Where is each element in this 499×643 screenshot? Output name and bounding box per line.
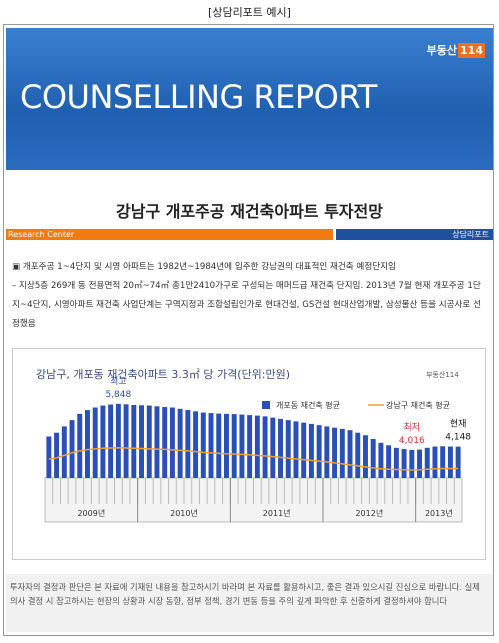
report-header (6, 28, 493, 170)
bar (378, 442, 384, 478)
bar (123, 404, 129, 478)
bar (224, 413, 229, 478)
annotation-title: 최고 (110, 376, 127, 387)
bar (77, 413, 83, 478)
bar (270, 417, 276, 478)
bar (216, 413, 222, 478)
bar (131, 405, 137, 478)
bar (308, 423, 314, 478)
bar (54, 432, 60, 478)
legend-label: 강남구 재건축 평균 (386, 400, 450, 410)
bar (85, 410, 90, 478)
bar (355, 432, 361, 478)
bar (301, 422, 307, 478)
bar (247, 415, 253, 478)
year-label: 2013년 (425, 508, 453, 518)
bar (200, 412, 206, 478)
annotation-title: 현재 (450, 419, 467, 430)
logo: 부동산 114 (427, 42, 485, 58)
bar (162, 407, 168, 478)
bar (417, 449, 422, 478)
bar (139, 405, 144, 478)
bar (231, 414, 237, 478)
bar (432, 446, 438, 478)
bar (262, 416, 268, 478)
bar (92, 407, 98, 478)
legend-swatch (262, 401, 270, 409)
bar (61, 426, 67, 478)
bar (285, 420, 291, 478)
bar (370, 439, 376, 478)
report-body: ▣ 개포주공 1~4단지 및 시영 아파트는 1982년~1984년에 입주한 … (12, 258, 488, 334)
paragraph: ▣ 개포주공 1~4단지 및 시영 아파트는 1982년~1984년에 입주한 … (12, 262, 396, 272)
bar (393, 447, 399, 478)
bar (447, 446, 453, 478)
bar (69, 420, 75, 478)
report-frame (3, 24, 494, 636)
bar (169, 407, 175, 478)
legend-label: 개포동 재건축 평균 (276, 400, 340, 410)
bar (239, 414, 245, 478)
caption: [상담리포트 예시] (208, 6, 291, 19)
bar (46, 436, 52, 478)
year-label: 2009년 (77, 508, 105, 518)
bar (386, 445, 392, 478)
logo-text: 부동산 (426, 44, 458, 57)
right-tag: 상담리포트 (336, 229, 493, 240)
bar (363, 435, 368, 478)
year-label: 2012년 (355, 508, 383, 518)
left-tag: Research Center (6, 229, 333, 240)
year-label: 2010년 (170, 508, 198, 518)
annotation-value: 4,016 (399, 436, 425, 446)
chart-logo: 부동산114 (426, 370, 459, 379)
bar (208, 413, 214, 478)
bar (401, 449, 407, 478)
bar (324, 426, 330, 478)
chart-frame (12, 348, 486, 560)
bar (100, 405, 106, 478)
bar (409, 449, 415, 478)
bar (254, 415, 260, 478)
bar (193, 411, 199, 478)
bar (293, 421, 299, 478)
bar (347, 430, 353, 478)
paragraph: – 지상5층 269개 동 전용면적 20㎡~74㎡ 총1만2410가구로 구성… (12, 281, 481, 329)
bar (424, 447, 430, 478)
annotation-value: 4,148 (445, 433, 471, 443)
chart-title: 강남구, 개포동 재건축아파트 3.3㎡ 당 가격(단위:만원) (36, 368, 290, 381)
line (48, 447, 459, 471)
bar (108, 404, 114, 478)
header-title: COUNSELLING REPORT (20, 78, 377, 116)
bar (316, 425, 322, 478)
bar (185, 410, 191, 478)
annotation-title: 최저 (404, 422, 421, 433)
bar (146, 405, 152, 478)
bar (339, 428, 345, 478)
bar (177, 408, 183, 478)
bar (440, 446, 446, 478)
bar (115, 403, 121, 478)
bar (154, 406, 160, 478)
annotation-value: 5,848 (105, 390, 131, 400)
year-label: 2011년 (263, 508, 291, 518)
footer: 투자자의 결정과 판단은 본 자료에 기재된 내용을 참고하시기 바라며 본 자… (6, 574, 493, 632)
report-title: 강남구 개포주공 재건축아파트 투자전망 (116, 202, 383, 221)
chart: 강남구, 개포동 재건축아파트 3.3㎡ 당 가격(단위:만원) 부동산114 … (36, 368, 471, 523)
bar (278, 418, 283, 478)
bar (332, 427, 338, 478)
bar (455, 446, 461, 478)
logo-number: 114 (458, 43, 485, 58)
